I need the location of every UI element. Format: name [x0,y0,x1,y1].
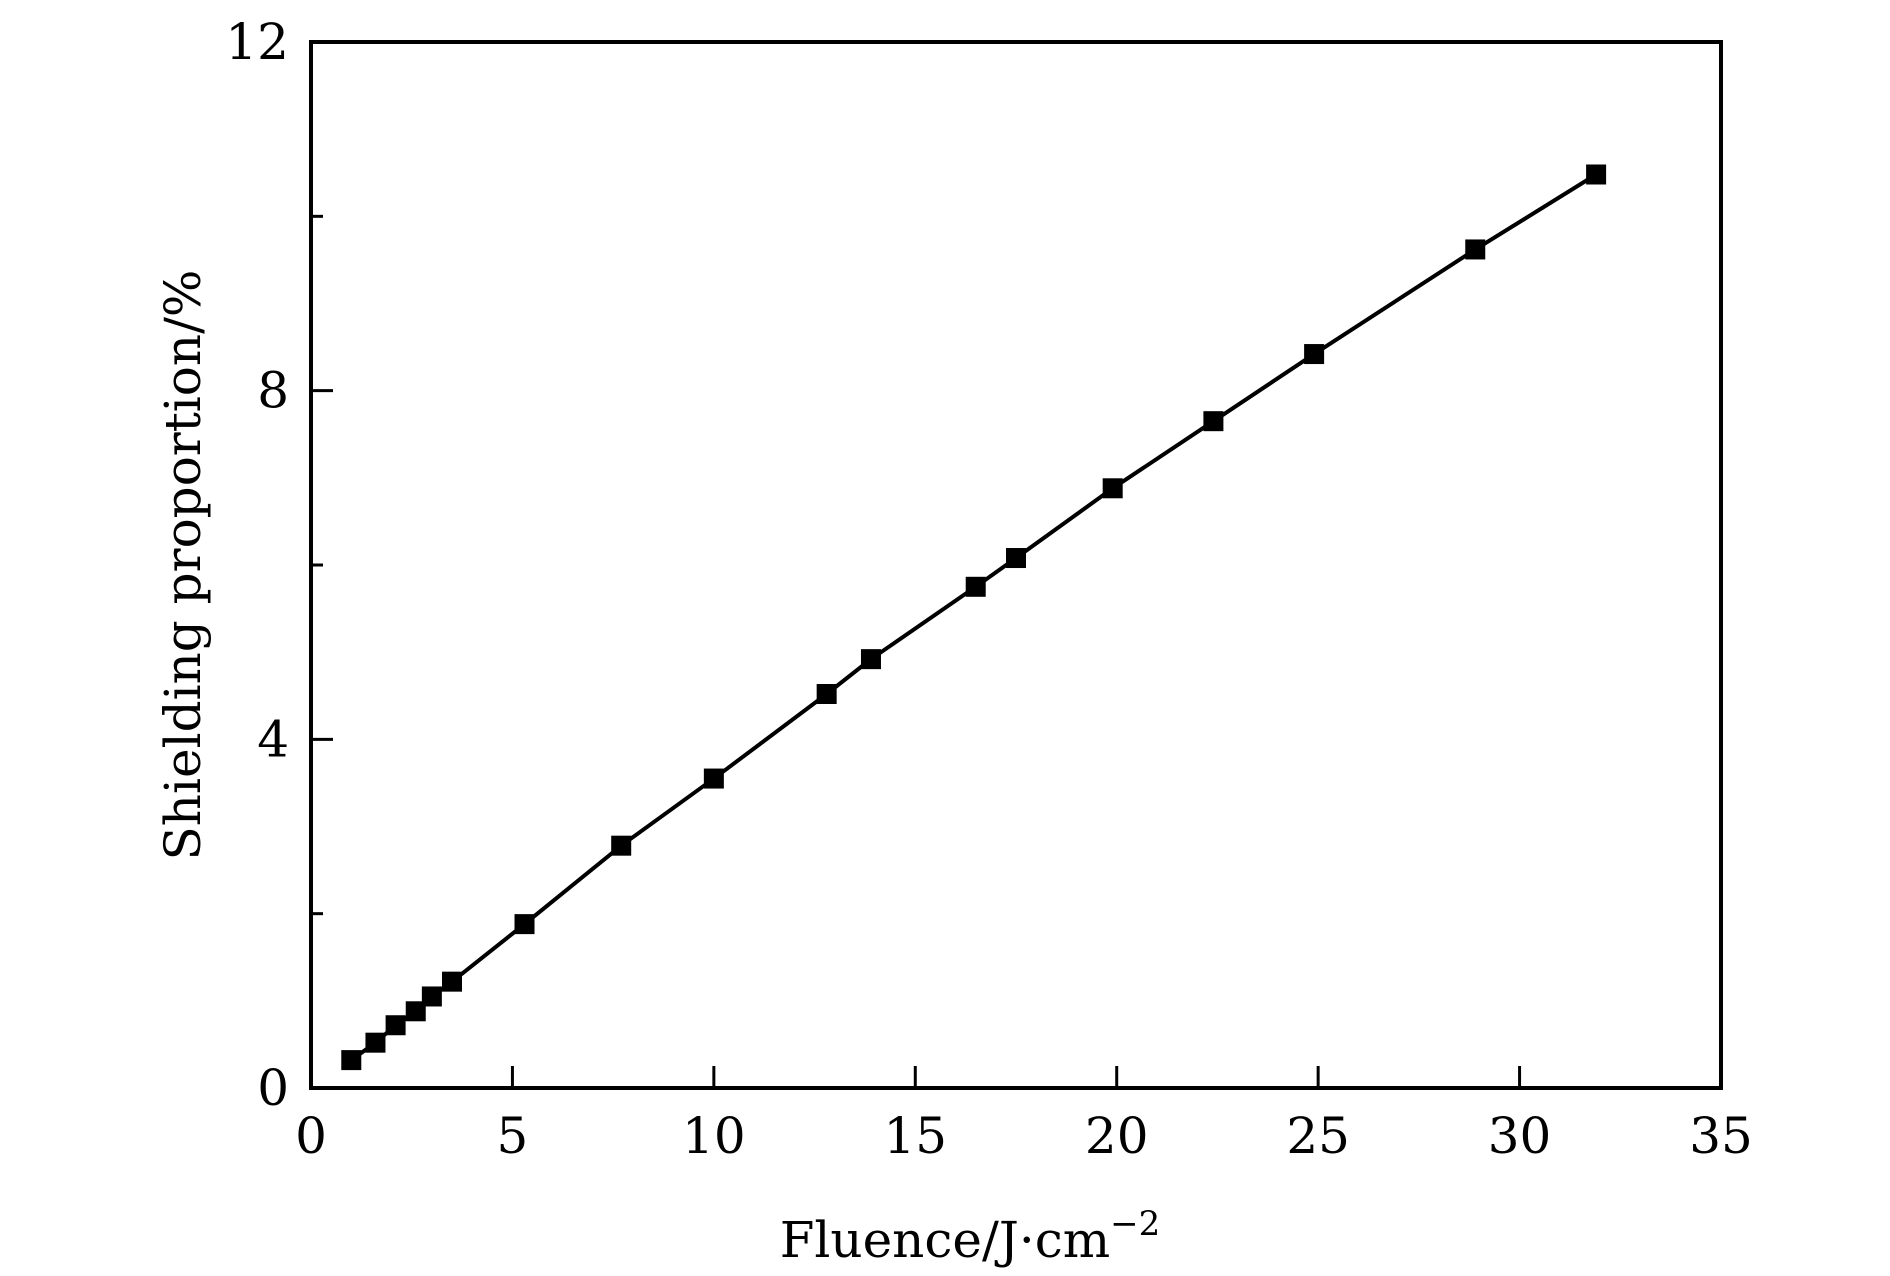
x-tick-label: 30 [1488,1107,1552,1165]
x-axis-title: Fluence/J·cm−2 [780,1204,1161,1269]
data-point [405,1001,426,1022]
data-point [365,1032,386,1053]
data-point [816,684,837,705]
series-line [350,172,1598,1062]
data-point [514,914,535,935]
data-point [611,835,632,856]
data-point [421,986,442,1007]
x-tick-label: 5 [497,1107,529,1165]
y-tick-label: 12 [225,13,289,71]
data-point [1465,239,1486,260]
data-point [1203,411,1224,432]
data-point [1586,164,1607,185]
x-tick-label: 20 [1085,1107,1149,1165]
x-axis-ticks: 0 5 10 15 20 25 30 35 [295,1066,1753,1165]
data-point [1006,548,1026,569]
data-point [703,768,724,789]
y-axis-title: Shielding proportion/% [154,270,212,861]
data-point [341,1050,362,1071]
x-tick-label: 0 [295,1107,327,1165]
x-tick-label: 15 [883,1107,947,1165]
y-tick-label: 4 [257,710,289,768]
y-axis-ticks: 0 4 8 12 [225,13,333,1117]
series-layer [341,164,1607,1071]
x-axis-title-main: Fluence/J·cm [780,1211,1110,1269]
data-point [385,1015,406,1036]
x-tick-label: 35 [1689,1107,1753,1165]
x-axis-title-superscript: −2 [1110,1204,1160,1244]
y-tick-label: 0 [257,1059,289,1117]
data-point [1102,478,1123,499]
data-point [965,576,986,597]
data-point [860,649,881,670]
x-tick-label: 25 [1286,1107,1350,1165]
x-tick-label: 10 [682,1107,746,1165]
data-point [442,971,462,992]
data-point [1304,344,1325,365]
y-tick-label: 8 [257,362,289,420]
